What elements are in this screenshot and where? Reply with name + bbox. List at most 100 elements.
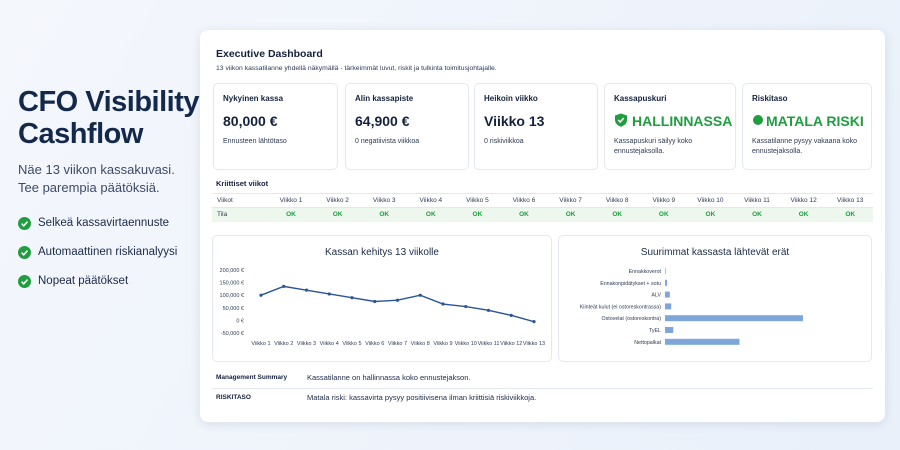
- y-tick-label: -50,000 €: [221, 331, 244, 337]
- kpi-value: MATALA RISKI: [766, 113, 864, 129]
- table-cell: OK: [752, 211, 762, 218]
- section-title: Kriittiset viikot: [216, 179, 269, 188]
- point: [441, 302, 445, 306]
- check-circle: [18, 217, 31, 230]
- kpi-value: Viikko 13: [484, 113, 545, 129]
- x-tick-label: Viikko 11: [478, 341, 500, 347]
- bar-chart: Suurimmat kassasta lähtevät erät Ennakkov…: [580, 247, 803, 346]
- y-tick-label: 50,000 €: [223, 306, 244, 312]
- check-icon: [18, 246, 31, 259]
- table-header: Viikko 9: [652, 197, 676, 204]
- table-header: Viikko 5: [466, 197, 489, 204]
- x-tick-label: Viikko 8: [411, 341, 430, 347]
- y-tick-label: 0 €: [236, 318, 244, 324]
- table-cell: OK: [612, 211, 623, 218]
- kpi-note: 0 riskiviikkoa: [484, 138, 524, 145]
- kpi-card: [742, 83, 872, 170]
- table-header: Viikko 12: [790, 197, 817, 204]
- x-tick-label: Viikko 5: [342, 341, 361, 347]
- kpi-value: HALLINNASSA: [632, 113, 733, 129]
- y-tick-label: 150,000 €: [220, 281, 244, 287]
- feature: Selkeä kassavirtaennuste: [38, 217, 170, 229]
- x-tick-label: Viikko 13: [523, 341, 545, 347]
- y-tick-label: Ennakonpidätykset + sotu: [600, 281, 661, 287]
- point: [486, 308, 491, 312]
- chart-title: Kassan kehitys 13 viikolle: [325, 247, 439, 258]
- table-header: Viikko 11: [744, 197, 770, 204]
- summary-line: [212, 388, 873, 389]
- hero-title: Cashflow: [18, 118, 143, 150]
- check-mark: [21, 250, 29, 256]
- line-chart: Kassan kehitys 13 viikolle 200,000 € 150,0…: [220, 247, 546, 347]
- table-header: Viikko 3: [372, 197, 396, 204]
- kpi-label: Heikoin viikko: [484, 94, 538, 103]
- table-cell: OK: [472, 211, 483, 218]
- x-tick-label: Viikko 7: [388, 341, 407, 347]
- check-mark: [21, 279, 29, 285]
- y-tick-label: Ennakkoverot: [629, 269, 662, 275]
- y-tick-label: ALV: [651, 293, 661, 299]
- table-cell: OK: [658, 211, 669, 218]
- dashboard-title: Executive Dashboard: [216, 48, 323, 60]
- kpi-label: Riskitaso: [752, 94, 788, 103]
- point: [259, 293, 263, 297]
- x-tick-label: Viikko 1: [251, 341, 270, 347]
- y-tick-label: Nettopalkat: [634, 340, 661, 346]
- kpi-label: Alin kassapiste: [355, 94, 414, 103]
- point: [304, 288, 309, 292]
- chart-title: Suurimmat kassasta lähtevät erät: [641, 247, 790, 258]
- y-tick-label: 200,000 €: [220, 268, 244, 274]
- y-tick-label: Kiinteät kulut (ei ostoreskontrassa): [580, 304, 661, 310]
- kpi-note: Ennusteen lähtötaso: [223, 138, 287, 145]
- point: [373, 299, 377, 304]
- kpi-value: 64,900 €: [355, 113, 410, 129]
- point: [350, 296, 354, 300]
- status-dot: [753, 115, 763, 125]
- kpi-note: 0 negatiivista viikkoa: [355, 138, 420, 145]
- table-cell: OK: [332, 211, 343, 218]
- status-icon: [615, 113, 627, 127]
- table-header: Viikko 4: [419, 197, 443, 204]
- summary-key: Management Summary: [216, 374, 288, 381]
- point: [327, 292, 331, 296]
- dashboard-subtitle: 13 viikon kassatilanne yhdellä näkymällä…: [216, 65, 497, 72]
- table-header: Viikko 6: [512, 197, 536, 204]
- table-cell: OK: [519, 211, 529, 218]
- check-mark: [21, 221, 29, 227]
- feature: Automaattinen riskianalyysi: [38, 246, 178, 258]
- bar: [665, 338, 740, 345]
- check-circle: [18, 275, 31, 288]
- table-line: [212, 207, 873, 208]
- table-cell: OK: [379, 211, 390, 218]
- kpi-card: [474, 83, 598, 170]
- bar: [665, 279, 668, 286]
- x-tick-label: Viikko 2: [274, 341, 293, 347]
- x-tick-label: Viikko 10: [455, 341, 477, 347]
- summary-text: Kassatilanne on hallinnassa koko ennuste…: [307, 373, 471, 382]
- check-circle: [18, 246, 31, 259]
- kpi-label: Kassapuskuri: [614, 94, 667, 103]
- point: [418, 293, 422, 297]
- table-header: Viikko 2: [326, 197, 349, 204]
- bar: [665, 327, 674, 333]
- check-icon: [18, 275, 31, 288]
- kpi-label: Nykyinen kassa: [223, 94, 284, 103]
- table-cell: OK: [845, 211, 856, 218]
- y-tick-label: 100,000 €: [220, 293, 244, 299]
- table-cell: OK: [425, 211, 436, 218]
- table-cell: OK: [286, 211, 296, 218]
- table-header: Viikko 8: [605, 197, 629, 204]
- feature: Nopeat päätökset: [38, 275, 129, 287]
- hero-subtitle: Tee parempia päätöksiä.: [18, 180, 160, 195]
- bar: [665, 291, 670, 298]
- kpi-card: [345, 83, 469, 170]
- chart-card: [212, 235, 552, 362]
- point: [532, 320, 536, 324]
- table-line: [212, 193, 873, 194]
- table-cell: OK: [798, 211, 809, 218]
- kpi-note: Kassatilanne pysyy vakaana koko ennustej…: [752, 138, 858, 155]
- kpi-value: 80,000 €: [223, 113, 278, 129]
- y-tick-label: TyEL: [649, 328, 661, 334]
- table-header: Viikko 13: [837, 197, 864, 204]
